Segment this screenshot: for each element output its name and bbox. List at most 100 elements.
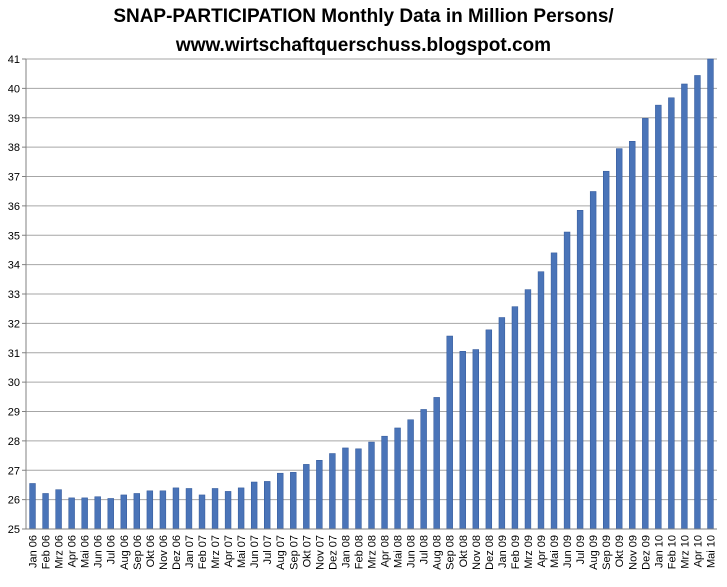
bar [446,335,453,530]
bar [290,472,297,530]
x-tick-label: Jul 07 [262,535,274,564]
bar [563,231,571,530]
x-tick-label: Mai 10 [705,535,717,568]
x-tick-label: Apr 10 [692,535,704,567]
bar [433,397,440,530]
bar [198,494,206,530]
y-tick-label: 34 [8,260,20,272]
bar [629,141,636,530]
bar [407,419,414,530]
bar [589,191,597,530]
x-axis-ticks: Jan 06 Feb 06 Mrz 06 Apr 06 Mai 06 Jun 06 Jul … [28,535,718,570]
y-tick-label: 30 [8,377,20,389]
bar [81,497,88,530]
x-tick-label: Nov 07 [314,535,326,570]
y-tick-label: 29 [8,407,20,419]
bar [316,460,323,530]
x-tick-label: Mai 06 [80,535,92,568]
bar [511,306,519,530]
y-tick-label: 36 [8,201,20,213]
bar [277,472,284,530]
y-tick-label: 28 [8,436,20,448]
bar [185,488,193,530]
x-tick-label: Feb 07 [197,535,209,569]
bar [602,170,610,530]
bar [211,488,219,530]
x-tick-label: Aug 09 [588,535,600,570]
x-tick-label: Jul 09 [575,535,587,564]
x-tick-label: Feb 06 [41,535,53,569]
bar [576,210,584,530]
x-tick-label: Sep 09 [601,535,613,570]
bar [224,491,232,530]
x-tick-label: Mai 09 [549,535,561,568]
x-tick-label: Mrz 06 [54,535,66,569]
bar [159,490,167,530]
bar [681,83,688,530]
bar [459,351,466,530]
x-tick-label: Jun 06 [93,535,105,568]
bar [250,481,258,530]
bar [355,448,362,530]
bar [29,483,36,530]
y-axis-ticks: 25 26 27 28 29 30 31 32 33 34 35 36 37 38 39 40 41 [8,54,26,536]
bar [94,496,101,530]
x-tick-label: Dez 08 [484,535,496,570]
bar [668,97,675,530]
x-tick-label: Apr 09 [536,535,548,567]
y-tick-label: 32 [8,318,20,330]
x-tick-label: Mrz 10 [679,535,691,569]
bar [237,487,245,530]
bar [394,427,401,530]
x-tick-label: Apr 08 [380,535,392,567]
x-tick-label: Feb 08 [353,535,365,569]
x-tick-label: Jan 07 [184,535,196,568]
bar [329,453,336,530]
y-tick-label: 25 [8,524,20,536]
x-tick-label: Sep 07 [288,535,300,570]
bar [42,493,49,530]
bar [707,58,714,530]
x-tick-label: Jan 10 [653,535,665,568]
x-tick-label: Aug 06 [119,535,131,570]
bar [485,329,493,530]
bar [107,498,114,530]
x-tick-label: Okt 06 [145,535,157,567]
y-tick-label: 35 [8,230,20,242]
chart-title-line1: SNAP-PARTICIPATION Monthly Data in Milli… [113,6,614,27]
x-tick-label: Mai 08 [393,535,405,568]
bar [655,104,662,530]
bars [29,58,714,530]
x-tick-label: Nov 06 [158,535,170,570]
bar [524,289,532,530]
x-tick-label: Jun 07 [249,535,261,568]
y-tick-label: 26 [8,495,20,507]
x-tick-label: Apr 06 [67,535,79,567]
x-tick-label: Dez 09 [640,535,652,570]
bar [55,489,62,530]
bar [472,349,479,530]
x-tick-label: Jul 08 [419,535,431,564]
bar [342,447,349,530]
x-tick-label: Jul 06 [106,535,118,564]
x-tick-label: Aug 07 [275,535,287,570]
bar [498,317,506,530]
bar [264,481,271,530]
bar [694,75,701,530]
bar [537,271,545,530]
bar [68,497,75,530]
bar [133,493,141,530]
x-tick-label: Mrz 07 [210,535,222,569]
y-tick-label: 41 [8,54,20,66]
y-tick-label: 27 [8,465,20,477]
x-tick-label: Aug 08 [432,535,444,570]
x-tick-label: Mrz 09 [523,535,535,569]
y-tick-label: 39 [8,113,20,125]
x-tick-label: Nov 09 [627,535,639,570]
x-tick-label: Sep 06 [132,535,144,570]
x-tick-label: Mrz 08 [367,535,379,569]
x-tick-label: Jan 08 [340,535,352,568]
bar [420,409,427,530]
x-tick-label: Sep 08 [445,535,457,570]
